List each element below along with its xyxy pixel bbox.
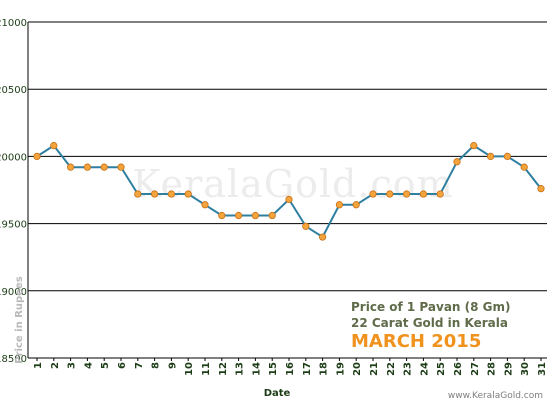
data-point bbox=[335, 201, 343, 209]
x-tick-label: 15 bbox=[268, 362, 279, 376]
x-tick-label: 28 bbox=[487, 362, 498, 376]
x-tick-label: 20 bbox=[352, 362, 363, 376]
data-point bbox=[352, 201, 360, 209]
y-tick-label: 19000 bbox=[0, 287, 27, 298]
data-point bbox=[218, 211, 226, 220]
x-tick-label: 2 bbox=[50, 362, 61, 369]
data-point bbox=[151, 190, 159, 198]
x-tick-label: 29 bbox=[503, 362, 514, 376]
data-point bbox=[503, 152, 511, 160]
x-tick-label: 14 bbox=[251, 362, 262, 376]
x-tick-label: 6 bbox=[117, 362, 128, 369]
x-tick-label: 22 bbox=[386, 362, 397, 376]
x-tick-label: 13 bbox=[235, 362, 246, 376]
data-point bbox=[251, 211, 259, 220]
gridlines bbox=[27, 21, 547, 359]
data-point bbox=[402, 190, 411, 198]
data-point bbox=[268, 211, 276, 220]
data-point bbox=[201, 201, 209, 209]
x-tick-label: 27 bbox=[470, 362, 481, 376]
data-point bbox=[67, 163, 75, 171]
x-tick-label: 30 bbox=[520, 362, 531, 376]
x-tick-label: 3 bbox=[67, 362, 78, 369]
x-tick-label: 8 bbox=[151, 362, 162, 369]
credit-text: www.KeralaGold.com bbox=[448, 391, 543, 400]
x-tick-label: 26 bbox=[453, 362, 464, 376]
data-point bbox=[235, 211, 243, 220]
x-tick-label: 9 bbox=[167, 362, 178, 369]
x-tick-label: 5 bbox=[100, 362, 111, 369]
data-point bbox=[50, 142, 58, 150]
data-point bbox=[134, 190, 142, 198]
y-tick-label: 20500 bbox=[0, 85, 27, 96]
x-tick-label: 18 bbox=[319, 362, 330, 376]
x-tick-label: 7 bbox=[134, 362, 145, 369]
data-point bbox=[453, 158, 461, 166]
x-tick-label: 17 bbox=[302, 362, 313, 376]
data-point bbox=[537, 185, 545, 193]
data-point bbox=[470, 142, 478, 150]
data-point bbox=[520, 163, 528, 171]
data-point bbox=[83, 163, 92, 171]
data-point bbox=[386, 190, 394, 198]
x-tick-label: 21 bbox=[369, 362, 380, 376]
x-axis-ticks: 1 2 3 4 5 6 7 8 9 10 11 12 13 14 15 16 17 18 19 20 21 22 23 24 2… bbox=[33, 358, 548, 376]
x-tick-label: 12 bbox=[218, 362, 229, 376]
x-tick-label: 10 bbox=[184, 362, 195, 376]
x-axis-title: Date bbox=[264, 388, 291, 399]
annotation-month: MARCH 2015 bbox=[351, 331, 481, 352]
data-point bbox=[369, 190, 377, 198]
data-point bbox=[302, 222, 310, 230]
data-points bbox=[33, 142, 545, 241]
y-axis-ticks: 18500 19000 19500 20000 20500 21000 bbox=[0, 18, 27, 365]
data-point bbox=[318, 233, 327, 241]
y-tick-label: 21000 bbox=[0, 18, 27, 29]
data-point bbox=[436, 190, 444, 198]
y-tick-label: 19500 bbox=[0, 220, 27, 231]
data-point bbox=[33, 152, 41, 160]
data-point bbox=[117, 163, 125, 171]
x-tick-label: 11 bbox=[201, 362, 212, 376]
x-tick-label: 31 bbox=[537, 362, 548, 376]
x-tick-label: 4 bbox=[83, 362, 94, 369]
data-point bbox=[100, 163, 108, 171]
data-point bbox=[486, 152, 495, 160]
data-point bbox=[184, 190, 192, 198]
annotation-line-2: 22 Carat Gold in Kerala bbox=[351, 316, 508, 330]
y-tick-label: 20000 bbox=[0, 152, 27, 163]
x-tick-label: 25 bbox=[436, 362, 447, 376]
data-point bbox=[419, 190, 427, 198]
x-tick-label: 19 bbox=[335, 362, 346, 376]
x-tick-label: 23 bbox=[403, 362, 414, 376]
watermark: KeralaGold.com bbox=[132, 162, 453, 206]
data-point bbox=[285, 195, 293, 204]
x-tick-label: 16 bbox=[285, 362, 296, 376]
x-tick-label: 24 bbox=[419, 362, 430, 376]
y-tick-label: 18500 bbox=[0, 354, 27, 365]
y-axis-title: Price in Rupees bbox=[14, 276, 25, 363]
x-tick-label: 1 bbox=[33, 362, 44, 369]
data-point bbox=[167, 190, 175, 198]
annotation-line-1: Price of 1 Pavan (8 Gm) bbox=[351, 300, 511, 314]
